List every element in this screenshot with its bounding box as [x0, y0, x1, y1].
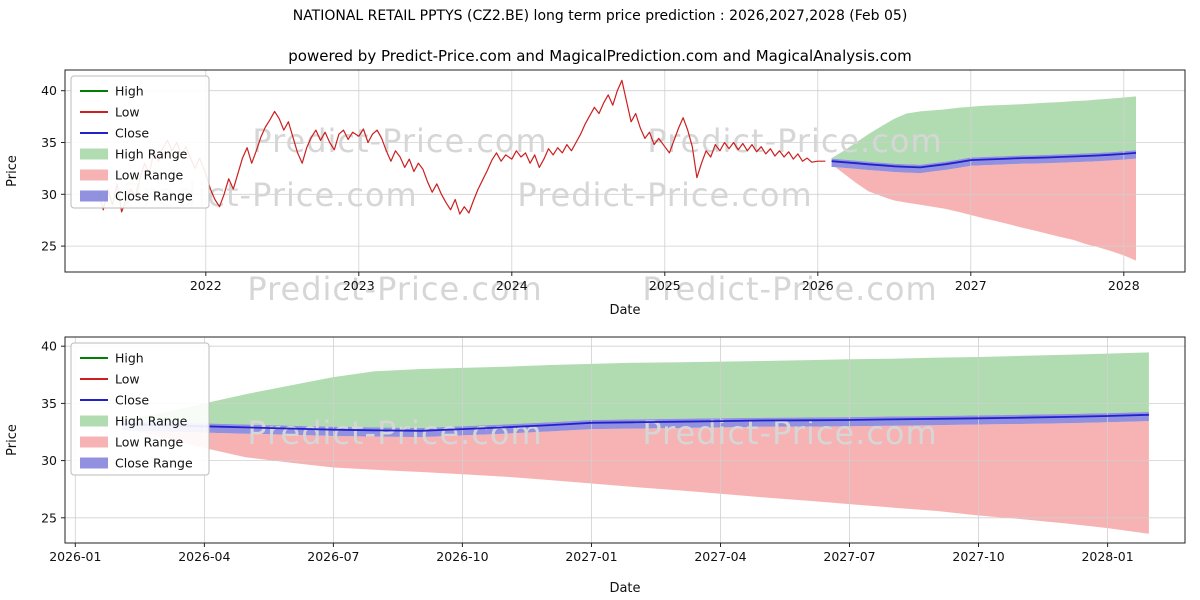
x-axis-title: Date	[609, 303, 640, 318]
y-axis-title: Price	[5, 424, 20, 456]
close-range-patch-swatch	[80, 457, 108, 469]
prediction-zoom-chart: Predict-Price.com Predict-Price.com2026-0…	[5, 336, 1186, 596]
x-tick-label: 2024	[496, 278, 528, 293]
chart-subtitle: powered by Predict-Price.com and Magical…	[288, 47, 912, 65]
x-tick-label: 2023	[343, 278, 375, 293]
x-tick-label: 2027-10	[952, 549, 1004, 564]
legend-label: Low	[115, 372, 140, 387]
legend-label: High Range	[115, 414, 188, 429]
x-tick-label: 2026-04	[178, 549, 230, 564]
x-tick-label: 2026-01	[49, 549, 101, 564]
legend-label: High	[115, 84, 144, 99]
low-range-area	[121, 421, 1149, 534]
y-tick-label: 35	[41, 396, 57, 411]
legend-label: Close Range	[115, 189, 193, 204]
high-range-patch-swatch	[80, 415, 108, 427]
x-tick-label: 2026-10	[436, 549, 488, 564]
legend-label: Low Range	[115, 435, 184, 450]
x-tick-label: 2025	[649, 278, 681, 293]
x-tick-label: 2027	[955, 278, 987, 293]
legend-label: Close	[115, 126, 149, 141]
price-history-prediction-chart: Predict-Price.com Predict-Price.com Predic…	[5, 69, 1186, 318]
legend: High Low Close High Range Low Range Close Ran…	[70, 75, 210, 209]
legend-label: Low Range	[115, 168, 184, 183]
high-range-patch-swatch	[80, 148, 108, 160]
x-tick-label: 2022	[190, 278, 222, 293]
plot-border	[64, 336, 1186, 544]
x-tick-label: 2027-04	[694, 549, 746, 564]
y-tick-label: 30	[41, 187, 57, 202]
watermark-text: Predict-Price.com	[647, 122, 942, 160]
plot-border	[64, 69, 1186, 273]
legend-label: Close Range	[115, 456, 193, 471]
x-tick-label: 2026	[802, 278, 834, 293]
watermark-text: Predict-Price.com	[247, 414, 542, 452]
high-range-area	[831, 96, 1136, 165]
x-tick-label: 2027-07	[823, 549, 875, 564]
watermark-text: Predict-Price.com	[642, 270, 937, 308]
x-tick-label: 2028	[1108, 278, 1140, 293]
close-prediction-line	[831, 152, 1137, 169]
y-tick-label: 35	[41, 135, 57, 150]
close-prediction-line	[121, 413, 1149, 432]
low-range-patch-swatch	[80, 436, 108, 448]
y-tick-label: 25	[41, 510, 57, 525]
legend-label: High Range	[115, 147, 188, 162]
legend-label: Low	[115, 105, 140, 120]
y-tick-label: 25	[41, 239, 57, 254]
x-tick-label: 2026-07	[307, 549, 359, 564]
low-range-patch-swatch	[80, 169, 108, 181]
legend: High Low Close High Range Low Range Close Ran…	[70, 342, 210, 476]
y-tick-label: 40	[41, 83, 57, 98]
legend-label: High	[115, 351, 144, 366]
high-range-area	[121, 352, 1149, 428]
x-tick-label: 2028-01	[1081, 549, 1133, 564]
low-range-area	[831, 158, 1136, 261]
y-axis-title: Price	[5, 155, 20, 187]
y-tick-label: 30	[41, 453, 57, 468]
chart-title: NATIONAL RETAIL PPTYS (CZ2.BE) long term…	[292, 8, 908, 24]
close-range-patch-swatch	[80, 190, 108, 202]
legend-label: Close	[115, 393, 149, 408]
x-tick-label: 2027-01	[565, 549, 617, 564]
watermark-text: Predict-Price.com	[517, 176, 812, 214]
watermark-text: Predict-Price.com	[247, 270, 542, 308]
y-tick-label: 40	[41, 339, 57, 354]
x-axis-title: Date	[609, 581, 640, 596]
low-history-line	[98, 79, 826, 215]
watermark-text: Predict-Price.com	[252, 122, 547, 160]
